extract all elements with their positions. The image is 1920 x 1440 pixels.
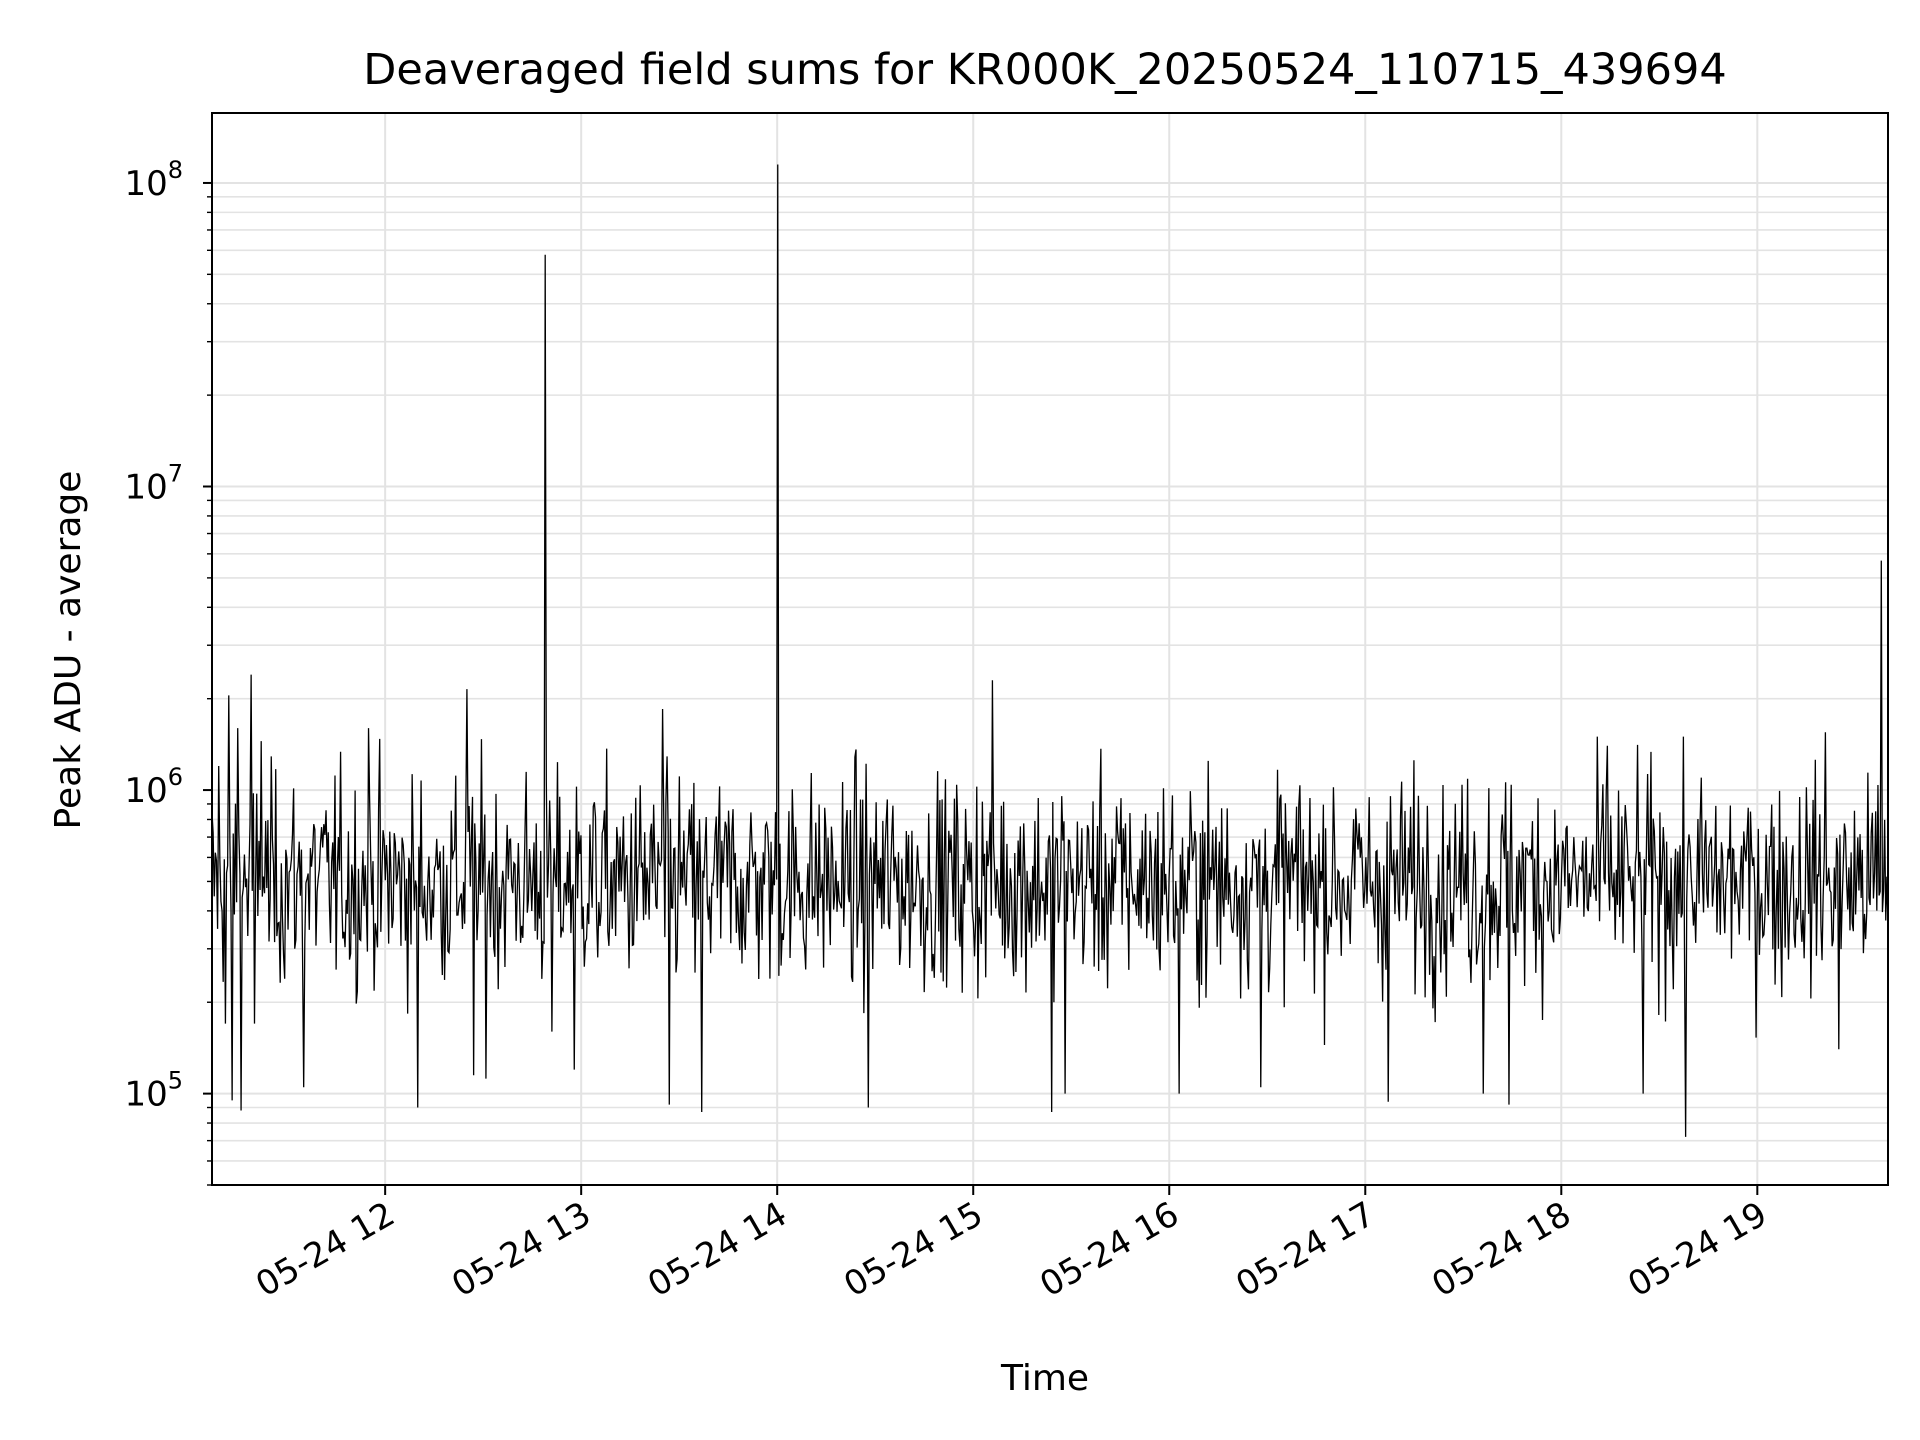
y-tick-label: 106 [124, 763, 183, 811]
series-line [211, 164, 1889, 1137]
y-tick-label-exponent: 5 [168, 1067, 183, 1095]
y-tick-label: 105 [124, 1067, 183, 1115]
y-tick-label: 108 [124, 156, 183, 204]
y-tick-label: 107 [124, 460, 183, 508]
series-group [211, 164, 1889, 1137]
y-axis-label: Peak ADU - average [48, 471, 89, 830]
y-tick-label-exponent: 6 [168, 763, 183, 791]
y-tick-label-base: 10 [124, 771, 167, 811]
y-tick-label-base: 10 [124, 1075, 167, 1115]
y-tick-label-base: 10 [124, 164, 167, 204]
y-tick-label-exponent: 7 [168, 460, 183, 488]
chart-title: Deaveraged field sums for KR000K_2025052… [363, 45, 1726, 95]
x-axis-label: Time [1000, 1358, 1089, 1399]
plot-frame [211, 112, 1889, 1186]
y-tick-label-exponent: 8 [168, 156, 183, 184]
y-tick-label-base: 10 [124, 468, 167, 508]
